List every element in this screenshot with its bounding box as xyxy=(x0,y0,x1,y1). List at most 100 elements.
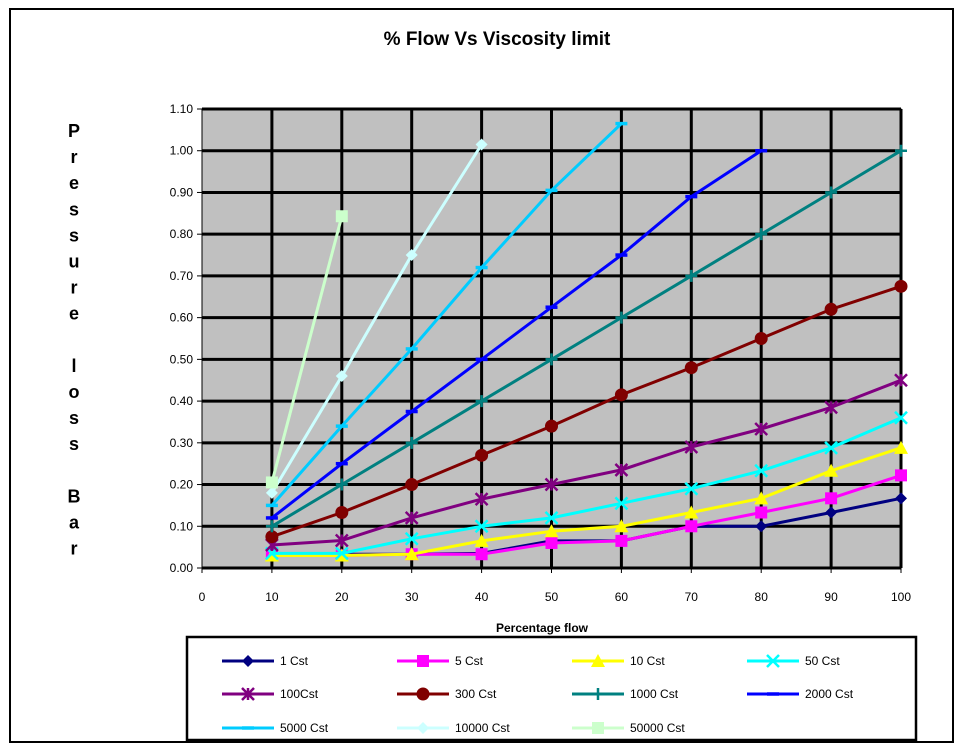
legend-item: 100Cst xyxy=(222,687,319,701)
x-axis-label: Percentage flow xyxy=(496,621,589,635)
legend-label: 1000 Cst xyxy=(630,687,679,701)
data-point xyxy=(894,279,908,293)
y-tick-label: 0.80 xyxy=(170,227,194,241)
legend-label: 300 Cst xyxy=(455,687,497,701)
data-point xyxy=(334,533,349,548)
data-point xyxy=(685,269,698,282)
x-tick-label: 80 xyxy=(755,590,769,604)
y-tick-label: 0.90 xyxy=(170,185,194,199)
data-point xyxy=(895,144,907,157)
x-tick-label: 0 xyxy=(199,590,206,604)
data-point xyxy=(265,476,278,489)
series-2000-cst xyxy=(265,148,768,520)
series-300-cst xyxy=(265,279,908,544)
data-point xyxy=(404,531,419,546)
chart-frame: % Flow Vs Viscosity limit 0.00 0.10 0.20 0.… xyxy=(9,8,954,743)
data-point xyxy=(755,520,768,533)
x-tick-label: 60 xyxy=(615,590,629,604)
data-point xyxy=(614,496,629,511)
data-point xyxy=(404,547,419,561)
series-1000-cst xyxy=(265,144,907,533)
data-point xyxy=(545,536,558,549)
x-tick-label: 40 xyxy=(475,590,489,604)
data-point xyxy=(417,655,429,667)
data-point xyxy=(474,533,489,547)
legend-item: 300 Cst xyxy=(397,687,497,701)
data-point xyxy=(684,361,698,375)
legend-item: 5000 Cst xyxy=(222,721,329,735)
data-point xyxy=(894,373,908,388)
legend: 1 Cst 5 Cst 10 Cst 50 Cst 100Cst 300 Cst 1000 … xyxy=(185,635,918,741)
data-point xyxy=(417,722,429,734)
y-label-char: e xyxy=(69,304,79,324)
series-5000-cst xyxy=(265,121,628,508)
data-point xyxy=(405,249,418,262)
data-point xyxy=(824,440,838,455)
legend-item: 1000 Cst xyxy=(572,687,679,701)
series-line xyxy=(270,149,763,520)
y-label-char: s xyxy=(69,408,79,428)
data-point xyxy=(475,448,489,462)
data-point xyxy=(475,548,488,561)
data-point xyxy=(545,353,558,366)
series-10000-cst xyxy=(265,138,488,499)
data-point xyxy=(241,687,255,701)
data-point xyxy=(335,370,348,383)
y-label-char: l xyxy=(71,356,76,376)
series-line xyxy=(271,284,902,539)
series-line xyxy=(271,378,902,547)
data-point xyxy=(684,505,699,519)
legend-item: 10000 Cst xyxy=(397,721,510,735)
data-point xyxy=(825,186,838,199)
y-tick-label: 0.10 xyxy=(170,519,194,533)
y-label-char: o xyxy=(69,382,80,402)
y-tick-label: 0.70 xyxy=(170,269,194,283)
y-tick-label: 0.40 xyxy=(170,394,194,408)
series-line xyxy=(271,446,902,557)
series-50000-cst xyxy=(265,210,348,489)
legend-label: 10000 Cst xyxy=(455,721,510,735)
data-point xyxy=(475,138,488,151)
data-point xyxy=(544,524,559,538)
data-point xyxy=(754,463,769,478)
data-point xyxy=(544,511,559,525)
data-point xyxy=(754,422,769,436)
legend-item: 2000 Cst xyxy=(747,687,854,701)
x-tick-label: 20 xyxy=(335,590,349,604)
y-tick-label: 1.10 xyxy=(170,102,194,116)
data-point xyxy=(404,511,419,525)
data-point xyxy=(545,419,558,433)
series-line xyxy=(271,149,902,528)
data-point xyxy=(754,491,769,505)
legend-label: 50000 Cst xyxy=(630,721,685,735)
data-point xyxy=(614,463,629,477)
y-label-char: u xyxy=(69,252,80,272)
data-point xyxy=(615,311,628,324)
x-tick-label: 70 xyxy=(685,590,699,604)
y-label-char: s xyxy=(69,199,79,219)
x-tick-label: 50 xyxy=(545,590,559,604)
legend-label: 10 Cst xyxy=(630,654,665,668)
data-point xyxy=(335,478,348,491)
legend-label: 1 Cst xyxy=(280,654,309,668)
data-point xyxy=(824,400,838,415)
plot-area: 0.00 0.10 0.20 0.30 0.40 0.50 0.60 0.70 0.80 0.90… xyxy=(170,102,912,604)
data-point xyxy=(755,228,768,241)
data-point xyxy=(895,492,907,505)
data-point xyxy=(894,410,908,425)
data-point xyxy=(334,546,349,561)
data-point xyxy=(685,520,698,533)
data-point xyxy=(335,210,348,223)
data-point xyxy=(474,519,489,534)
legend-item: 50 Cst xyxy=(747,654,840,668)
data-point xyxy=(755,506,768,519)
data-point xyxy=(416,687,430,701)
data-point xyxy=(895,469,907,482)
series-50-cst xyxy=(265,410,908,561)
y-tick-label: 0.30 xyxy=(170,436,194,450)
data-point xyxy=(405,478,419,492)
data-point xyxy=(265,486,278,499)
y-tick-label: 1.00 xyxy=(170,144,194,158)
x-tick-label: 30 xyxy=(405,590,419,604)
